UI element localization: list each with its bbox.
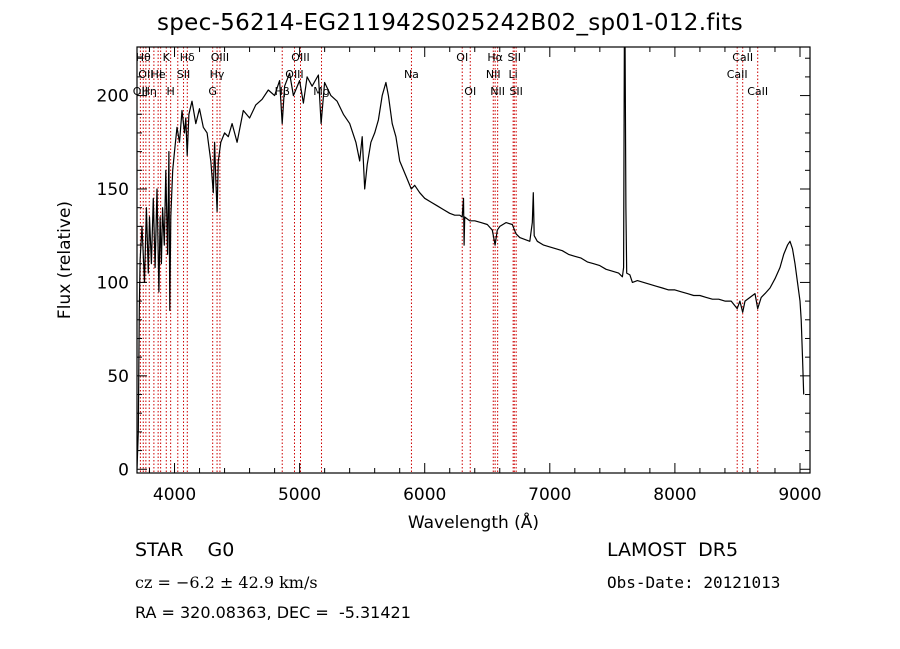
marker-label-6: I: [159, 68, 162, 81]
marker-label-15: Hβ: [275, 85, 290, 98]
y-tick-label: 50: [107, 367, 129, 387]
y-tick-label: 100: [97, 273, 129, 293]
object-class: STAR G0: [135, 539, 235, 561]
marker-label-27: SII: [509, 85, 522, 98]
x-tick-label: 7000: [528, 485, 571, 505]
marker-label-1: Hθ: [136, 51, 151, 64]
marker-label-14: OIII: [211, 51, 229, 64]
x-tick-label: 5000: [278, 485, 321, 505]
marker-label-17: OIII: [291, 51, 309, 64]
marker-label-23: Hα: [487, 51, 503, 64]
y-tick-label: 0: [118, 460, 129, 480]
spectral-line-labels: OIIHθOIIHηHeIKHSIIHδGHγOIIIHβOIIIOIIIMgN…: [133, 51, 768, 98]
x-axis-label: Wavelength (Å): [408, 511, 539, 533]
marker-label-10: SII: [177, 68, 190, 81]
marker-label-29: CaII: [732, 51, 753, 64]
y-axis-label: Flux (relative): [55, 201, 75, 319]
redshift-velocity: cz = −6.2 ± 42.9 km/s: [135, 573, 318, 592]
marker-label-13: Hγ: [210, 68, 225, 81]
observation-date: Obs-Date: 20121013: [607, 573, 781, 592]
marker-label-0: OII: [133, 85, 148, 98]
marker-label-22: NII: [486, 68, 501, 81]
marker-label-19: Na: [404, 68, 419, 81]
marker-label-24: NII: [490, 85, 505, 98]
marker-label-12: G: [208, 85, 217, 98]
spectral-line-markers: [139, 47, 759, 473]
x-tick-label: 6000: [403, 485, 446, 505]
survey-name: LAMOST DR5: [607, 539, 739, 561]
marker-label-3: Hη: [142, 85, 157, 98]
x-tick-label: 8000: [653, 485, 696, 505]
marker-label-8: H: [167, 85, 175, 98]
sky-coordinates: RA = 320.08363, DEC = -5.31421: [135, 603, 411, 622]
chart-title: spec-56214-EG211942S025242B02_sp01-012.f…: [157, 10, 743, 36]
marker-label-7: K: [163, 51, 171, 64]
x-tick-label: 4000: [153, 485, 196, 505]
marker-label-28: CaII: [727, 68, 748, 81]
marker-label-25: Li: [509, 68, 518, 81]
marker-label-18: Mg: [313, 85, 329, 98]
spectrum-line-0: [137, 47, 805, 470]
marker-label-20: OI: [456, 51, 468, 64]
plot-frame: [136, 46, 811, 474]
marker-label-26: SII: [508, 51, 521, 64]
spectrum-series: [137, 47, 805, 470]
x-tick-label: 9000: [778, 485, 821, 505]
marker-label-11: Hδ: [180, 51, 195, 64]
y-tick-label: 150: [97, 180, 129, 200]
marker-label-16: OIII: [285, 68, 303, 81]
marker-label-2: OII: [138, 68, 153, 81]
marker-label-21: OI: [464, 85, 476, 98]
y-tick-label: 200: [97, 87, 129, 107]
marker-label-30: CaII: [747, 85, 768, 98]
plot-axes: 4000 5000 6000 7000 8000 9000 0 50 100 150 200 Wave…: [55, 46, 822, 533]
marker-label-5: He: [151, 68, 166, 81]
